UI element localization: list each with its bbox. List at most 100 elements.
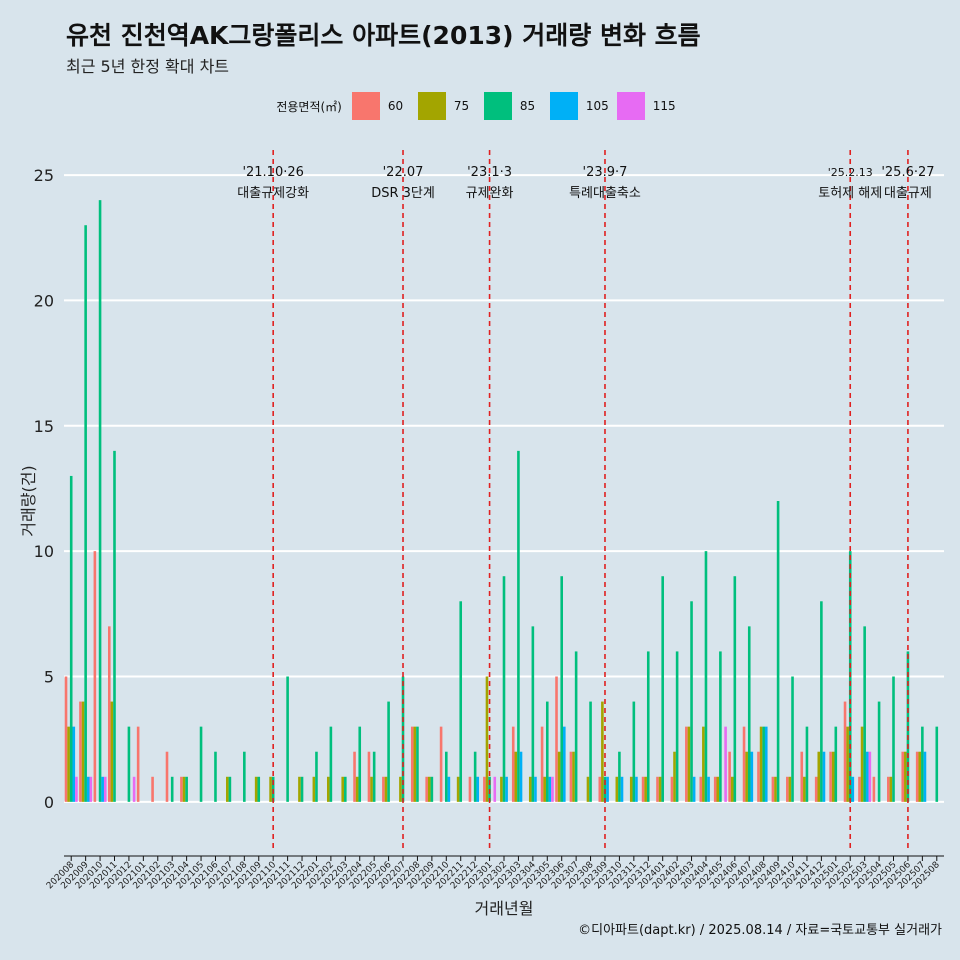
bar-105-202008 bbox=[72, 726, 76, 802]
bar-105-202503 bbox=[865, 751, 869, 802]
bar-85-202505 bbox=[892, 676, 895, 802]
bar-60-202209 bbox=[425, 776, 428, 802]
annotation-label: 토허제 해제 bbox=[818, 186, 882, 201]
bar-85-202405 bbox=[719, 651, 722, 802]
bar-60-202504 bbox=[872, 776, 876, 802]
bar-105-202304 bbox=[534, 776, 537, 802]
annotation-label: 대출규제 bbox=[884, 186, 932, 201]
bar-85-202211 bbox=[459, 601, 463, 802]
bar-75-202310 bbox=[615, 776, 619, 802]
bar-85-202409 bbox=[776, 501, 780, 802]
bar-75-202208 bbox=[413, 726, 417, 802]
bar-75-202112 bbox=[298, 776, 301, 802]
bar-115-202405 bbox=[724, 726, 727, 802]
legend-swatch-85 bbox=[483, 92, 512, 120]
bar-75-202201 bbox=[312, 776, 316, 802]
bar-85-202302 bbox=[502, 576, 506, 802]
bar-60-202501 bbox=[829, 751, 832, 802]
bar-60-202301 bbox=[483, 776, 486, 802]
bar-60-202208 bbox=[410, 726, 414, 802]
bar-60-202410 bbox=[786, 776, 789, 802]
bar-75-202309 bbox=[601, 701, 604, 802]
bar-115-202010 bbox=[103, 776, 107, 802]
bar-85-202105 bbox=[199, 726, 203, 802]
annotation-date: '25.6·27 bbox=[881, 165, 934, 180]
legend-swatch-115 bbox=[616, 92, 645, 120]
bar-85-202503 bbox=[863, 626, 866, 802]
bar-85-202308 bbox=[589, 701, 592, 802]
bar-85-202501 bbox=[834, 726, 838, 802]
bar-85-202412 bbox=[820, 601, 823, 802]
legend-label-105: 105 bbox=[585, 99, 609, 113]
bar-85-202504 bbox=[877, 701, 881, 802]
bar-85-202111 bbox=[286, 676, 289, 802]
bar-60-202102 bbox=[151, 776, 154, 802]
legend-item-75: 75 bbox=[417, 92, 476, 120]
bar-60-202506 bbox=[901, 751, 905, 802]
bar-75-202302 bbox=[500, 776, 503, 802]
bar-85-202212 bbox=[473, 751, 477, 802]
bar-75-202404 bbox=[702, 726, 705, 802]
bar-60-202403 bbox=[685, 726, 688, 802]
y-tick-label: 20 bbox=[34, 291, 54, 310]
bar-115-202012 bbox=[132, 776, 136, 802]
legend-swatch-105 bbox=[549, 92, 578, 120]
bar-85-202108 bbox=[243, 751, 246, 802]
bar-60-202206 bbox=[382, 776, 385, 802]
y-tick-label: 5 bbox=[44, 668, 54, 687]
bar-105-202303 bbox=[519, 751, 523, 802]
bar-60-202307 bbox=[569, 751, 573, 802]
bar-75-202009 bbox=[81, 701, 85, 802]
bar-85-202408 bbox=[762, 726, 765, 802]
bar-85-202312 bbox=[646, 651, 650, 802]
annotation-label: 대출규제강화 bbox=[237, 186, 309, 201]
bar-60-202411 bbox=[800, 751, 804, 802]
legend-swatch-75 bbox=[417, 92, 446, 120]
bar-105-202210 bbox=[447, 776, 451, 802]
bar-85-202203 bbox=[344, 776, 347, 802]
bar-75-202401 bbox=[658, 776, 662, 802]
x-axis-label: 거래년월 bbox=[475, 899, 534, 918]
bar-75-202207 bbox=[399, 776, 402, 802]
bar-115-202009 bbox=[89, 776, 93, 802]
legend-item-85: 85 bbox=[483, 92, 542, 120]
bar-60-202503 bbox=[858, 776, 861, 802]
bar-75-202507 bbox=[918, 751, 922, 802]
bar-75-202104 bbox=[182, 776, 186, 802]
bar-75-202409 bbox=[774, 776, 777, 802]
bar-85-202403 bbox=[690, 601, 693, 802]
bar-60-202306 bbox=[555, 676, 558, 802]
bar-85-202303 bbox=[517, 450, 520, 802]
bar-85-202010 bbox=[98, 200, 102, 802]
bar-105-202403 bbox=[692, 776, 696, 802]
bar-85-202204 bbox=[358, 726, 362, 802]
bar-85-202202 bbox=[329, 726, 333, 802]
bar-75-202303 bbox=[514, 751, 518, 802]
annotation-date: '25.2.13 bbox=[828, 166, 873, 179]
bar-60-202305 bbox=[540, 726, 544, 802]
bar-60-202408 bbox=[757, 751, 760, 802]
bar-85-202402 bbox=[675, 651, 679, 802]
bar-85-202011 bbox=[113, 450, 116, 802]
bar-75-202204 bbox=[355, 776, 359, 802]
legend-label-60: 60 bbox=[387, 99, 404, 113]
bar-75-202505 bbox=[889, 776, 893, 802]
bar-60-202103 bbox=[165, 751, 169, 802]
bar-105-202311 bbox=[635, 776, 638, 802]
bar-75-202203 bbox=[341, 776, 345, 802]
bar-85-202305 bbox=[545, 701, 549, 802]
bar-115-202008 bbox=[75, 776, 78, 802]
bar-75-202403 bbox=[687, 726, 691, 802]
bar-85-202012 bbox=[127, 726, 131, 802]
bar-75-202109 bbox=[254, 776, 258, 802]
legend-title: 전용면적(㎡) bbox=[276, 99, 342, 114]
bar-105-202309 bbox=[606, 776, 609, 802]
bar-105-202404 bbox=[707, 776, 710, 802]
bar-105-202212 bbox=[476, 776, 480, 802]
bar-105-202305 bbox=[548, 776, 552, 802]
bar-85-202401 bbox=[661, 576, 664, 802]
bar-60-202407 bbox=[742, 726, 746, 802]
y-tick-label: 25 bbox=[34, 166, 54, 185]
bar-85-202103 bbox=[170, 776, 174, 802]
bar-60-202210 bbox=[439, 726, 443, 802]
